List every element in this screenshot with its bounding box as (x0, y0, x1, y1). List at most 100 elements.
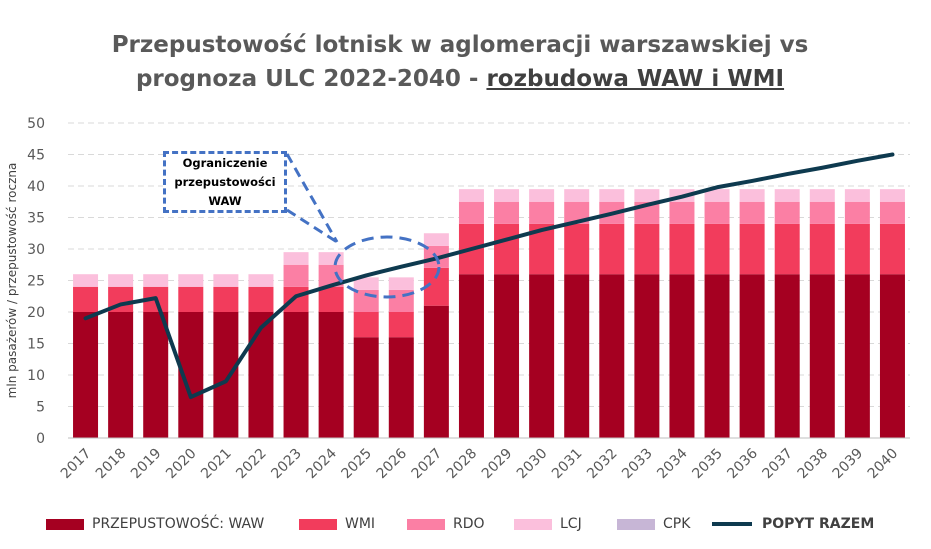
bar-wmi (704, 223, 730, 275)
bar-lcj (704, 189, 730, 202)
bar-waw (564, 274, 590, 438)
bar-wmi (73, 286, 99, 312)
bar-lcj (73, 274, 99, 287)
bar-waw (318, 312, 344, 438)
bar-wmi (564, 223, 590, 275)
popyt-line (83, 152, 895, 400)
x-tick-label: 2033 (619, 446, 656, 483)
bar-waw (739, 274, 765, 438)
x-tick-label: 2018 (93, 446, 130, 483)
x-tick-label: 2030 (514, 446, 551, 483)
y-tick-label: 0 (36, 431, 45, 447)
x-tick-label: 2040 (865, 446, 902, 483)
legend-label-wmi: WMI (345, 516, 376, 532)
gridlines (68, 122, 910, 407)
bar-lcj (599, 189, 625, 202)
x-tick-label: 2017 (58, 446, 95, 483)
bar-wmi (879, 223, 905, 275)
bar-waw (529, 274, 555, 438)
bar-waw (704, 274, 730, 438)
legend-swatch-rdo (407, 518, 445, 530)
bar-wmi (844, 223, 870, 275)
bar-wmi (318, 286, 344, 312)
y-tick-label: 40 (27, 179, 45, 195)
bar-waw (283, 312, 309, 438)
bar-wmi (669, 223, 695, 275)
bar-rdo (739, 201, 765, 224)
legend-label-lcj: LCJ (560, 516, 582, 532)
x-tick-label: 2036 (724, 445, 761, 482)
callout-line-1: Ograniczenie (182, 155, 268, 170)
bar-waw (248, 312, 274, 438)
legend-label-cpk: CPK (663, 516, 691, 532)
bar-rdo (564, 201, 590, 224)
bar-waw (809, 274, 835, 438)
title-line-2: prognoza ULC 2022-2040 - rozbudowa WAW i… (60, 62, 860, 96)
bar-waw (213, 312, 239, 438)
bar-lcj (844, 189, 870, 202)
bar-rdo (318, 264, 344, 287)
x-tick-label: 2029 (479, 446, 516, 483)
bar-wmi (494, 223, 520, 275)
x-tick-label: 2038 (795, 446, 832, 483)
callout-line-3: WAW (208, 193, 242, 208)
bar-waw (423, 305, 449, 438)
bar-lcj (879, 189, 905, 202)
bar-waw (388, 337, 414, 438)
x-tick-label: 2025 (339, 446, 376, 483)
bar-waw (844, 274, 870, 438)
bar-lcj (388, 277, 414, 290)
legend-label-waw: PRZEPUSTOWOŚĆ: WAW (92, 516, 265, 532)
legend-line-popyt (712, 522, 752, 526)
bar-lcj (809, 189, 835, 202)
callout-ellipse (333, 235, 441, 299)
legend-item-rdo: RDO (407, 513, 485, 535)
bar-rdo (844, 201, 870, 224)
x-tick-label: 2032 (584, 446, 621, 483)
legend-swatch-lcj (514, 518, 552, 530)
bar-lcj (634, 189, 660, 202)
x-tick-label: 2022 (233, 446, 270, 483)
legend-item-wmi: WMI (299, 513, 375, 535)
bar-rdo (458, 201, 484, 224)
x-tick-label: 2031 (549, 446, 586, 483)
bar-waw (879, 274, 905, 438)
bar-lcj (423, 233, 449, 246)
bar-lcj (494, 189, 520, 202)
x-tick-label: 2021 (198, 446, 235, 483)
bar-wmi (283, 286, 309, 312)
bar-rdo (809, 201, 835, 224)
bar-lcj (739, 189, 765, 202)
bar-lcj (143, 274, 169, 287)
legend-item-waw: PRZEPUSTOWOŚĆ: WAW (46, 513, 264, 535)
legend-swatch-cpk (617, 518, 655, 530)
x-tick-label: 2023 (268, 446, 305, 483)
bar-rdo (529, 201, 555, 224)
x-tick-label: 2035 (689, 446, 726, 483)
bar-rdo (283, 264, 309, 287)
legend-item-lcj: LCJ (514, 513, 582, 535)
bar-rdo (704, 201, 730, 224)
y-tick-label: 50 (27, 116, 45, 132)
bar-lcj (529, 189, 555, 202)
y-tick-label: 45 (27, 148, 45, 164)
bar-lcj (178, 274, 204, 287)
y-tick-label: 25 (27, 274, 45, 290)
x-tick-label: 2027 (409, 446, 446, 483)
legend-label-rdo: RDO (453, 516, 485, 532)
title-line-2-underlined: rozbudowa WAW i WMI (486, 66, 785, 92)
y-tick-label: 20 (27, 305, 45, 321)
bar-wmi (353, 312, 379, 338)
bar-wmi (248, 286, 274, 312)
bar-wmi (213, 286, 239, 312)
legend: PRZEPUSTOWOŚĆ: WAW WMI RDO LCJ CPK POPYT… (32, 513, 912, 535)
x-tick-label: 2024 (303, 445, 340, 482)
bar-waw (669, 274, 695, 438)
x-tick-label: 2034 (654, 445, 691, 482)
bar-waw (73, 312, 99, 438)
y-tick-label: 30 (27, 242, 45, 258)
legend-label-popyt: POPYT RAZEM (762, 516, 875, 532)
bar-rdo (879, 201, 905, 224)
bar-rdo (669, 201, 695, 224)
